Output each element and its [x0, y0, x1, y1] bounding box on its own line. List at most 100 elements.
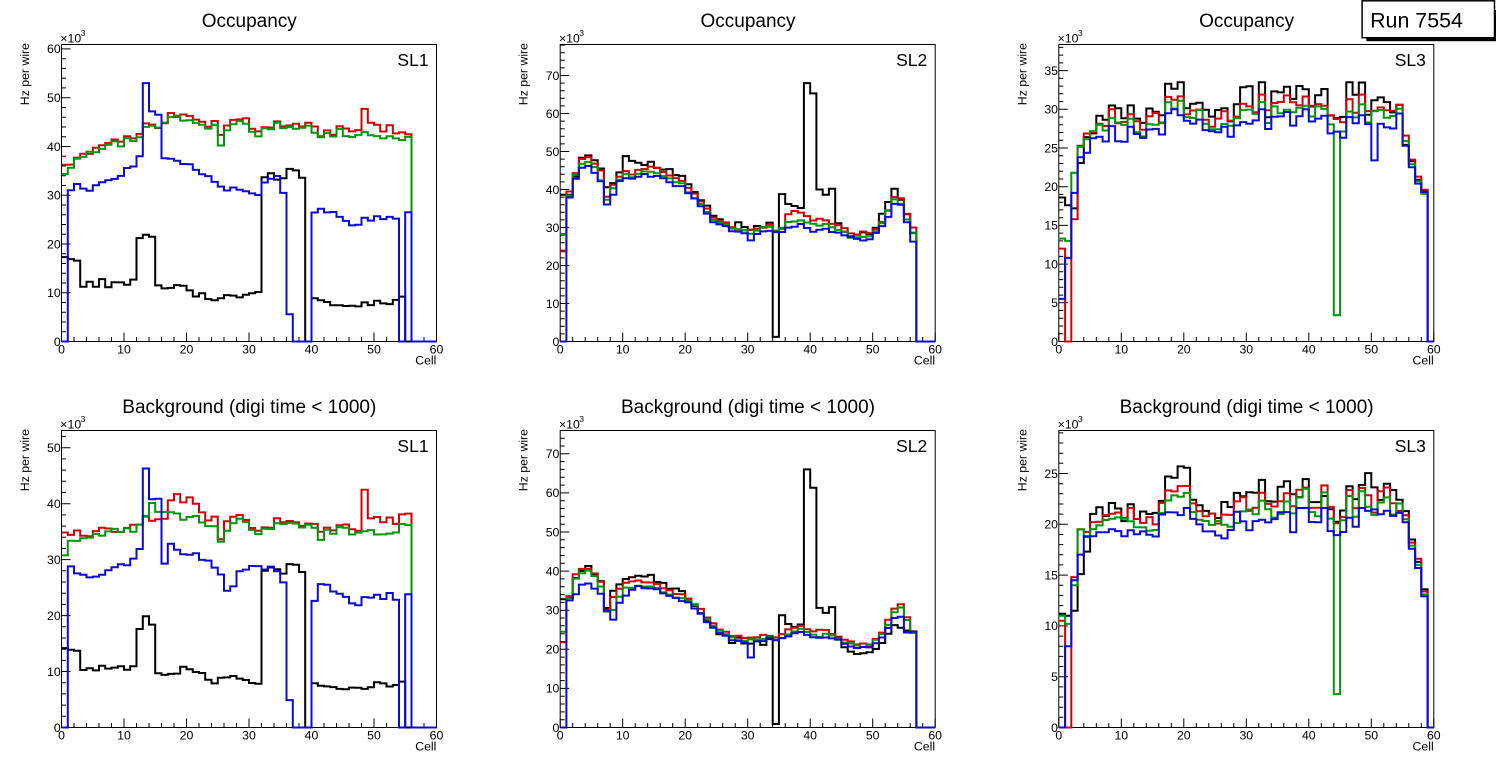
svg-text:Hz per wire: Hz per wire [1015, 43, 1029, 105]
svg-text:25: 25 [1044, 141, 1058, 155]
svg-text:50: 50 [47, 91, 61, 105]
svg-text:0: 0 [557, 342, 564, 356]
svg-text:40: 40 [546, 564, 560, 578]
svg-text:30: 30 [47, 553, 61, 567]
svg-text:5: 5 [1051, 670, 1058, 684]
svg-text:Hz per wire: Hz per wire [517, 43, 531, 105]
svg-text:SL2: SL2 [896, 50, 927, 70]
svg-text:SL2: SL2 [896, 436, 927, 456]
svg-text:Cell: Cell [914, 354, 935, 368]
svg-text:0: 0 [553, 335, 560, 349]
svg-text:20: 20 [1044, 518, 1058, 532]
svg-text:Cell: Cell [415, 354, 436, 368]
svg-text:70: 70 [546, 69, 560, 83]
svg-text:0: 0 [557, 728, 564, 742]
svg-text:50: 50 [367, 342, 381, 356]
svg-text:30: 30 [546, 221, 560, 235]
svg-text:0: 0 [58, 728, 65, 742]
svg-text:SL3: SL3 [1395, 436, 1426, 456]
svg-text:20: 20 [47, 237, 61, 251]
svg-text:5: 5 [1051, 296, 1058, 310]
svg-text:Background (digi time < 1000): Background (digi time < 1000) [621, 397, 875, 418]
svg-text:50: 50 [546, 145, 560, 159]
svg-text:0: 0 [553, 721, 560, 735]
svg-text:50: 50 [47, 441, 61, 455]
svg-text:10: 10 [117, 728, 131, 742]
svg-text:Cell: Cell [914, 740, 935, 754]
svg-text:20: 20 [546, 643, 560, 657]
svg-text:0: 0 [1055, 728, 1062, 742]
svg-text:0: 0 [58, 342, 65, 356]
svg-text:20: 20 [546, 259, 560, 273]
svg-text:10: 10 [1114, 342, 1128, 356]
svg-text:70: 70 [546, 447, 560, 461]
svg-text:0: 0 [54, 721, 61, 735]
svg-text:60: 60 [1427, 728, 1441, 742]
svg-text:3: 3 [579, 28, 584, 38]
svg-text:30: 30 [741, 728, 755, 742]
svg-text:Background (digi time < 1000): Background (digi time < 1000) [1120, 397, 1374, 418]
svg-text:50: 50 [367, 728, 381, 742]
svg-text:3: 3 [1078, 414, 1083, 424]
svg-text:Hz per wire: Hz per wire [18, 429, 32, 491]
svg-text:50: 50 [546, 525, 560, 539]
svg-text:60: 60 [47, 42, 61, 56]
svg-text:50: 50 [1364, 342, 1378, 356]
svg-text:×10: ×10 [1058, 418, 1079, 432]
svg-text:3: 3 [1078, 28, 1083, 38]
svg-text:60: 60 [928, 728, 942, 742]
svg-text:40: 40 [47, 497, 61, 511]
svg-text:×10: ×10 [60, 418, 81, 432]
svg-text:25: 25 [1044, 467, 1058, 481]
svg-text:60: 60 [546, 486, 560, 500]
svg-text:20: 20 [678, 728, 692, 742]
svg-text:20: 20 [678, 342, 692, 356]
svg-text:35: 35 [1044, 64, 1058, 78]
svg-text:10: 10 [546, 297, 560, 311]
svg-text:Cell: Cell [1413, 740, 1434, 754]
svg-text:50: 50 [866, 342, 880, 356]
svg-text:10: 10 [546, 682, 560, 696]
svg-text:10: 10 [616, 342, 630, 356]
svg-text:20: 20 [180, 342, 194, 356]
svg-text:0: 0 [1051, 721, 1058, 735]
svg-text:SL3: SL3 [1395, 50, 1426, 70]
svg-text:30: 30 [242, 728, 256, 742]
svg-text:30: 30 [546, 604, 560, 618]
svg-text:0: 0 [1051, 335, 1058, 349]
svg-text:Run 7554: Run 7554 [1370, 8, 1463, 32]
svg-text:Hz per wire: Hz per wire [1015, 429, 1029, 491]
svg-text:10: 10 [1044, 257, 1058, 271]
svg-text:30: 30 [47, 189, 61, 203]
svg-text:×10: ×10 [559, 32, 580, 46]
svg-text:Cell: Cell [1413, 354, 1434, 368]
svg-text:10: 10 [1114, 728, 1128, 742]
svg-text:Background (digi time < 1000): Background (digi time < 1000) [122, 397, 376, 418]
svg-text:40: 40 [803, 342, 817, 356]
svg-text:20: 20 [180, 728, 194, 742]
svg-text:×10: ×10 [1058, 32, 1079, 46]
svg-text:40: 40 [1302, 342, 1316, 356]
svg-text:3: 3 [81, 28, 86, 38]
svg-text:60: 60 [928, 342, 942, 356]
svg-text:10: 10 [47, 286, 61, 300]
svg-text:40: 40 [47, 140, 61, 154]
svg-text:40: 40 [305, 728, 319, 742]
svg-text:30: 30 [1239, 728, 1253, 742]
svg-text:Occupancy: Occupancy [202, 11, 298, 32]
svg-text:50: 50 [866, 728, 880, 742]
svg-text:Occupancy: Occupancy [700, 11, 796, 32]
svg-text:SL1: SL1 [397, 50, 428, 70]
svg-text:30: 30 [1239, 342, 1253, 356]
svg-text:60: 60 [546, 107, 560, 121]
svg-text:15: 15 [1044, 568, 1058, 582]
svg-text:Cell: Cell [415, 740, 436, 754]
svg-text:Occupancy: Occupancy [1199, 11, 1295, 32]
svg-text:0: 0 [54, 335, 61, 349]
svg-text:×10: ×10 [60, 32, 81, 46]
svg-text:10: 10 [117, 342, 131, 356]
svg-text:20: 20 [47, 609, 61, 623]
svg-text:40: 40 [305, 342, 319, 356]
svg-text:×10: ×10 [559, 418, 580, 432]
svg-text:60: 60 [1427, 342, 1441, 356]
